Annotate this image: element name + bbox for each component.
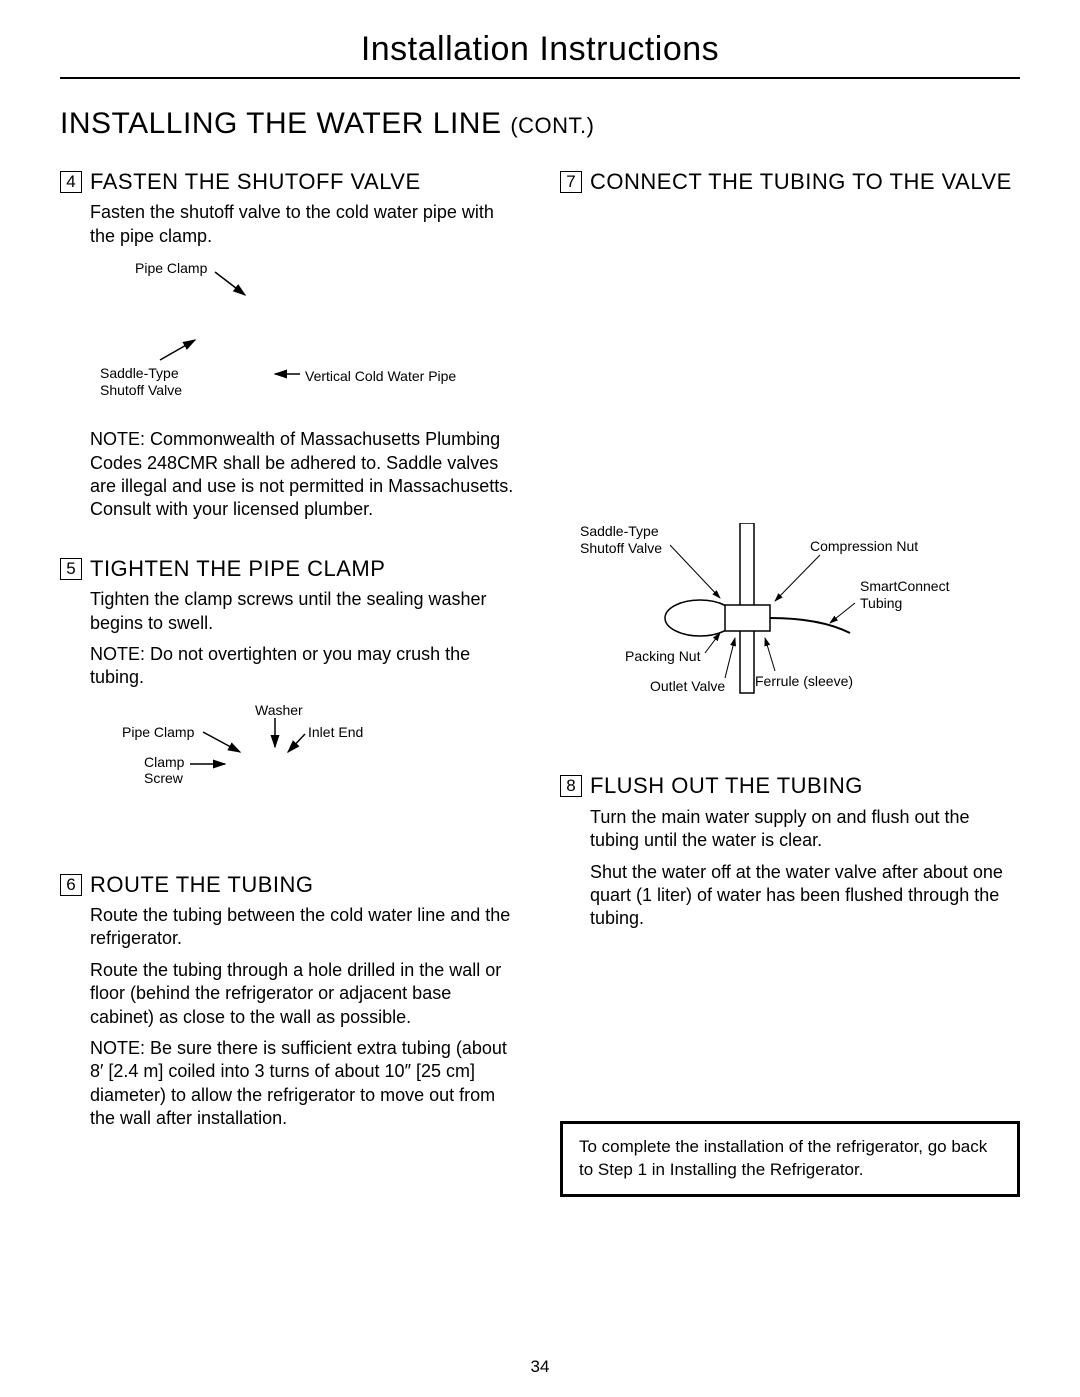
label-saddle-valve-7: Saddle-Type Shutoff Valve (580, 523, 662, 557)
step-4-body: Fasten the shutoff valve to the cold wat… (90, 201, 520, 248)
label-smart-tubing: SmartConnect Tubing (860, 578, 949, 612)
step-5: 5 TIGHTEN THE PIPE CLAMP Tighten the cla… (60, 556, 520, 812)
step-5-note: NOTE: Do not overtighten or you may crus… (90, 643, 520, 690)
step-8: 8 FLUSH OUT THE TUBING Turn the main wat… (560, 773, 1020, 930)
columns: 4 FASTEN THE SHUTOFF VALVE Fasten the sh… (60, 169, 1020, 1197)
step-4-title: FASTEN THE SHUTOFF VALVE (90, 169, 421, 195)
label-saddle-valve: Saddle-Type Shutoff Valve (100, 365, 182, 399)
label-pipe-clamp: Pipe Clamp (135, 260, 207, 277)
step-5-num: 5 (60, 558, 82, 580)
step-6-note: NOTE: Be sure there is sufficient extra … (90, 1037, 520, 1131)
step-8-body1: Turn the main water supply on and flush … (590, 806, 1020, 853)
step-5-body: Tighten the clamp screws until the seali… (90, 588, 520, 635)
section-title-main: INSTALLING THE WATER LINE (60, 107, 501, 140)
step-5-title: TIGHTEN THE PIPE CLAMP (90, 556, 385, 582)
step-6-num: 6 (60, 874, 82, 896)
step-8-title: FLUSH OUT THE TUBING (590, 773, 863, 799)
label-outlet-valve: Outlet Valve (650, 678, 725, 695)
section-title: INSTALLING THE WATER LINE (CONT.) (60, 107, 1020, 141)
step-4: 4 FASTEN THE SHUTOFF VALVE Fasten the sh… (60, 169, 520, 522)
final-note-text: To complete the installation of the refr… (579, 1137, 987, 1179)
label-packing-nut: Packing Nut (625, 648, 700, 665)
step-7-title: CONNECT THE TUBING TO THE VALVE (590, 169, 1012, 195)
diagram-4: Pipe Clamp Saddle-Type Shutoff Valve Ver… (90, 260, 520, 410)
step-8-num: 8 (560, 775, 582, 797)
page-number: 34 (0, 1357, 1080, 1377)
label-cold-water: Vertical Cold Water Pipe (305, 368, 456, 385)
left-column: 4 FASTEN THE SHUTOFF VALVE Fasten the sh… (60, 169, 520, 1197)
label-ferrule: Ferrule (sleeve) (755, 673, 853, 690)
step-6-body2: Route the tubing through a hole drilled … (90, 959, 520, 1029)
page-header: Installation Instructions (60, 30, 1020, 79)
label-compression-nut: Compression Nut (810, 538, 918, 555)
label-clamp-screw: Clamp Screw (144, 754, 184, 788)
final-note-box: To complete the installation of the refr… (560, 1121, 1020, 1197)
step-7-num: 7 (560, 171, 582, 193)
step-8-body2: Shut the water off at the water valve af… (590, 861, 1020, 931)
label-pipe-clamp-5: Pipe Clamp (122, 724, 194, 741)
step-6: 6 ROUTE THE TUBING Route the tubing betw… (60, 872, 520, 1131)
label-inlet-end: Inlet End (308, 724, 363, 741)
step-4-note: NOTE: Commonwealth of Massachusetts Plum… (90, 428, 520, 522)
step-7: 7 CONNECT THE TUBING TO THE VALVE Saddle… (560, 169, 1020, 733)
step-6-body1: Route the tubing between the cold water … (90, 904, 520, 951)
diagram-7: Saddle-Type Shutoff Valve Compression Nu… (560, 523, 1020, 733)
diagram-5: Washer Pipe Clamp Inlet End Clamp Screw (90, 702, 520, 812)
right-column: 7 CONNECT THE TUBING TO THE VALVE Saddle… (560, 169, 1020, 1197)
section-title-cont: (CONT.) (510, 113, 594, 138)
step-4-num: 4 (60, 171, 82, 193)
step-6-title: ROUTE THE TUBING (90, 872, 314, 898)
label-washer: Washer (255, 702, 303, 719)
